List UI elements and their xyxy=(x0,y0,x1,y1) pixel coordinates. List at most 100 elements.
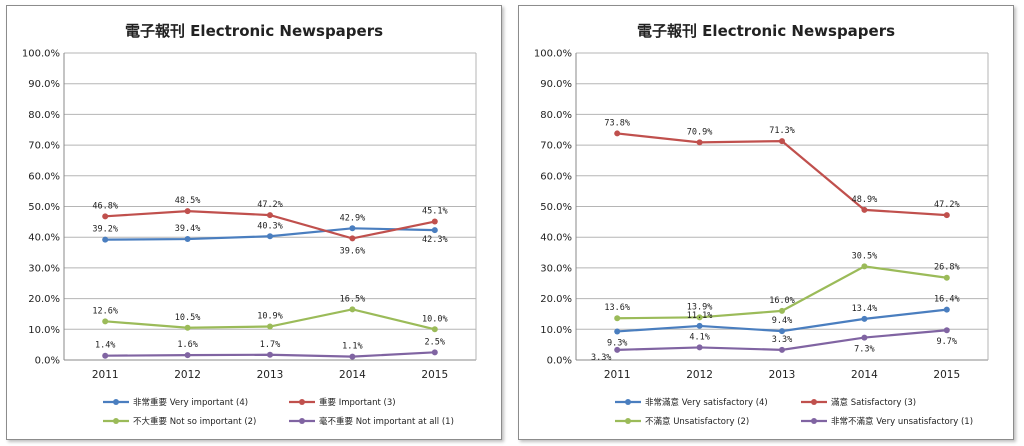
data-label: 1.1% xyxy=(342,342,362,352)
data-label: 73.8% xyxy=(604,118,630,128)
x-tick-label: 2015 xyxy=(421,369,448,381)
data-label: 48.9% xyxy=(852,195,878,205)
data-point xyxy=(184,324,191,331)
data-point xyxy=(431,227,438,234)
data-label: 10.0% xyxy=(422,314,448,324)
data-point xyxy=(184,208,191,215)
data-label: 16.0% xyxy=(769,296,795,306)
data-point xyxy=(861,263,868,270)
data-label: 39.2% xyxy=(92,225,118,235)
legend-label: 毫不重要 Not important at all (1) xyxy=(319,416,454,427)
data-label: 47.2% xyxy=(257,200,283,210)
x-tick-label: 2015 xyxy=(933,369,960,381)
data-label: 9.3% xyxy=(607,338,627,348)
y-tick-label: 30.0% xyxy=(28,263,60,274)
x-tick-label: 2011 xyxy=(92,369,119,381)
chart-title: 電子報刊 Electronic Newspapers xyxy=(125,22,383,40)
data-point xyxy=(431,349,438,356)
x-tick-label: 2014 xyxy=(339,369,366,381)
data-label: 3.3% xyxy=(591,353,611,363)
data-point xyxy=(861,334,868,341)
data-label: 39.6% xyxy=(340,246,366,256)
x-tick-label: 2013 xyxy=(257,369,284,381)
data-label: 71.3% xyxy=(769,126,795,136)
data-point xyxy=(349,225,356,232)
data-point xyxy=(267,351,273,358)
x-tick-label: 2012 xyxy=(686,369,713,381)
data-point xyxy=(102,213,109,220)
data-point xyxy=(943,212,950,219)
data-point xyxy=(943,274,950,281)
data-point xyxy=(614,315,621,322)
series-line xyxy=(617,132,947,217)
data-point xyxy=(696,322,703,329)
data-point xyxy=(102,236,109,243)
data-point xyxy=(779,346,785,353)
data-label: 9.7% xyxy=(937,337,957,347)
data-label: 16.5% xyxy=(340,294,366,304)
data-point xyxy=(184,236,191,243)
data-label: 70.9% xyxy=(687,127,713,137)
data-point xyxy=(349,306,356,313)
data-label: 13.9% xyxy=(687,302,713,312)
data-point xyxy=(102,318,109,325)
data-label: 45.1% xyxy=(422,207,448,217)
legend-marker xyxy=(625,418,631,424)
legend-label: 非常不滿意 Very unsatisfactory (1) xyxy=(831,416,973,427)
data-label: 48.5% xyxy=(175,196,201,206)
data-point xyxy=(349,235,356,242)
data-label: 40.3% xyxy=(257,221,283,231)
legend-label: 非常重要 Very important (4) xyxy=(133,397,248,408)
data-point xyxy=(614,130,621,137)
y-tick-label: 90.0% xyxy=(540,79,572,90)
data-point xyxy=(431,326,438,333)
y-tick-label: 60.0% xyxy=(28,171,60,182)
data-point xyxy=(943,327,950,334)
y-tick-label: 10.0% xyxy=(28,325,60,336)
y-tick-label: 0.0% xyxy=(35,356,60,367)
legend-marker xyxy=(113,418,119,424)
data-label: 7.3% xyxy=(854,345,874,355)
y-tick-label: 60.0% xyxy=(540,171,572,182)
y-tick-label: 30.0% xyxy=(540,263,572,274)
chart-panel-satisfaction: 電子報刊 Electronic Newspapers 0.0% 10.0% 20.0%… xyxy=(518,5,1014,440)
y-tick-label: 20.0% xyxy=(28,294,60,305)
data-label: 12.6% xyxy=(92,306,118,316)
legend-marker xyxy=(811,418,817,424)
data-point xyxy=(614,346,621,353)
data-point xyxy=(267,323,273,330)
data-label: 26.8% xyxy=(934,263,960,273)
legend-marker xyxy=(625,399,631,405)
data-label: 11.1% xyxy=(687,311,713,321)
legend-label: 不大重要 Not so important (2) xyxy=(133,416,256,427)
x-tick-label: 2011 xyxy=(604,369,631,381)
data-point xyxy=(102,352,109,359)
data-label: 10.9% xyxy=(257,312,283,322)
legend-marker xyxy=(811,399,817,405)
legend-label: 不滿意 Unsatisfactory (2) xyxy=(645,416,749,427)
legend-label: 重要 Important (3) xyxy=(319,397,396,408)
data-label: 1.4% xyxy=(95,341,115,351)
data-point xyxy=(861,206,868,213)
y-tick-label: 10.0% xyxy=(540,325,572,336)
data-label: 4.1% xyxy=(689,332,709,342)
data-label: 10.5% xyxy=(175,313,201,323)
legend-marker xyxy=(299,399,305,405)
data-label: 16.4% xyxy=(934,295,960,305)
data-label: 39.4% xyxy=(175,224,201,234)
data-label: 9.4% xyxy=(772,316,792,326)
legend-marker xyxy=(113,399,119,405)
data-point xyxy=(431,218,438,225)
y-tick-label: 70.0% xyxy=(28,141,60,152)
y-tick-label: 70.0% xyxy=(540,141,572,152)
x-tick-label: 2012 xyxy=(174,369,201,381)
y-tick-label: 50.0% xyxy=(28,202,60,213)
data-label: 47.2% xyxy=(934,200,960,210)
y-tick-label: 100.0% xyxy=(534,49,572,60)
y-tick-label: 40.0% xyxy=(540,233,572,244)
chart-title: 電子報刊 Electronic Newspapers xyxy=(637,22,895,40)
data-label: 42.3% xyxy=(422,235,448,245)
data-point xyxy=(696,139,703,146)
chart-panel-importance: 電子報刊 Electronic Newspapers 0.0% 10.0% 20.0%… xyxy=(6,5,502,440)
data-point xyxy=(779,307,785,314)
